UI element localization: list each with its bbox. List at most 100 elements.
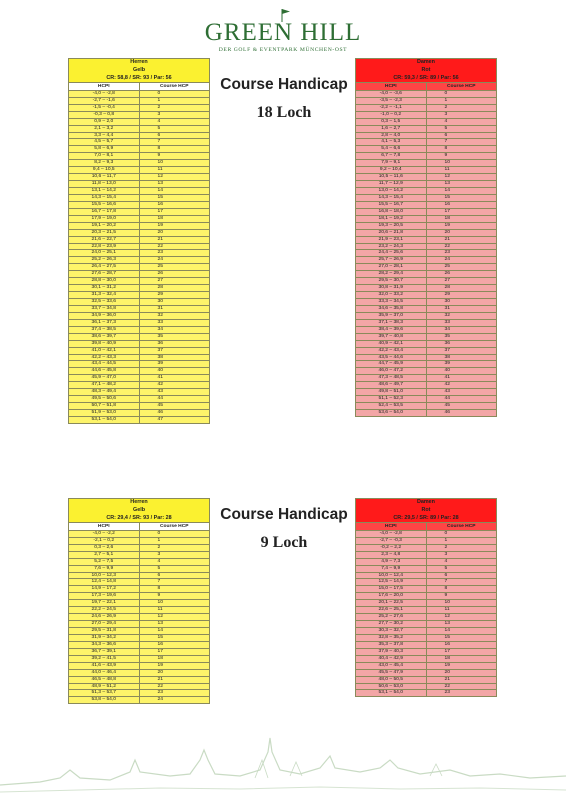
hcpi-range-cell: 26,4 – 27,5 [68, 263, 140, 272]
course-hcp-cell: 22 [138, 242, 210, 251]
table-herren-9: Herren Gelb CR: 29,4 / SR: 93 / Par: 28 HCP… [68, 497, 210, 705]
table-row: 17,3 – 19,6 9 [68, 592, 210, 601]
table-header-line2: Gelb [133, 66, 145, 73]
hcpi-range-cell: 8,2 – 9,3 [68, 159, 140, 168]
hcpi-range-cell: 42,2 – 43,3 [68, 353, 140, 362]
table-row: 45,9 – 47,0 41 [68, 374, 210, 383]
hcpi-range-cell: 14,3 – 15,4 [355, 193, 427, 202]
course-hcp-cell: 11 [138, 166, 210, 175]
table-row: 19,7 – 22,1 10 [68, 599, 210, 608]
course-hcp-cell: 6 [425, 571, 497, 580]
hcpi-range-cell: 30,3 – 32,7 [355, 627, 427, 635]
hcpi-range-cell: 27,6 – 28,7 [68, 270, 140, 279]
table-row: 25,2 – 26,3 24 [68, 256, 210, 265]
course-hcp-cell: 24 [138, 696, 210, 705]
hcpi-range-cell: 0,3 – 1,5 [355, 117, 427, 126]
table-row: 22,8 – 23,9 22 [68, 242, 210, 251]
table-row: 37,9 – 40,3 17 [355, 647, 497, 656]
column-header-hcpi: HCPI [355, 522, 427, 531]
course-hcp-cell: 17 [425, 647, 497, 656]
hcpi-range-cell: 33,7 – 34,8 [68, 304, 140, 313]
hcpi-range-cell: 32,8 – 35,2 [355, 633, 427, 642]
table-row: 46,0 – 47,2 40 [355, 367, 497, 376]
course-hcp-cell: 6 [425, 131, 497, 140]
table-header-line1: Herren [130, 499, 148, 505]
table-row: 24,4 – 25,6 23 [355, 249, 497, 258]
table-row: 13,0 – 14,2 14 [355, 187, 497, 195]
table-row: 7,6 – 9,9 5 [68, 564, 210, 573]
section-18-title: Course Handicap [220, 76, 348, 93]
table-row: 14,3 – 15,4 15 [355, 193, 497, 202]
hcpi-range-cell: 16,8 – 18,0 [355, 207, 427, 216]
hcpi-range-cell: 31,3 – 32,4 [68, 291, 140, 300]
table-row: 47,1 – 48,2 42 [68, 381, 210, 390]
table-row: 43,5 – 44,6 38 [355, 353, 497, 362]
hcpi-range-cell: 7,4 – 9,9 [355, 564, 427, 573]
hcpi-range-cell: 13,1 – 14,2 [68, 187, 140, 195]
table-row: 16,7 – 17,8 17 [68, 207, 210, 216]
course-hcp-cell: 14 [425, 187, 497, 195]
course-hcp-cell: 5 [138, 124, 210, 133]
hcpi-range-cell: -2,7 – -0,3 [355, 536, 427, 545]
course-hcp-cell: 15 [138, 633, 210, 642]
table-header-line3: CR: 29,4 / SR: 93 / Par: 28 [106, 514, 172, 521]
table-row: 48,6 – 49,7 42 [355, 381, 497, 390]
table-row: 25,7 – 26,9 24 [355, 256, 497, 265]
table-row: 43,0 – 45,4 19 [355, 661, 497, 670]
hcpi-range-cell: 53,6 – 54,0 [355, 409, 427, 417]
course-hcp-cell: 11 [425, 166, 497, 175]
course-hcp-cell: 29 [138, 291, 210, 300]
course-hcp-cell: 0 [425, 89, 497, 98]
course-hcp-cell: 19 [425, 221, 497, 230]
course-hcp-cell: 23 [425, 689, 497, 698]
table-row: 37,1 – 38,3 33 [355, 318, 497, 327]
table-row: 0,3 – 1,5 4 [355, 117, 497, 126]
hcpi-range-cell: 24,0 – 25,1 [68, 249, 140, 258]
course-hcp-cell: 10 [425, 159, 497, 168]
course-hcp-cell: 10 [138, 159, 210, 168]
hcpi-range-cell: 0,9 – 2,0 [68, 117, 140, 126]
course-hcp-cell: 6 [138, 571, 210, 580]
hcpi-range-cell: 48,0 – 50,5 [355, 675, 427, 684]
table-row: 30,1 – 31,2 28 [68, 284, 210, 293]
hcpi-range-cell: 35,3 – 37,8 [355, 640, 427, 649]
table-row: 42,2 – 43,4 37 [355, 346, 497, 355]
table-row: 5,2 – 7,5 4 [68, 557, 210, 566]
hcpi-range-cell: 43,0 – 45,4 [355, 661, 427, 670]
course-hcp-cell: 0 [138, 529, 210, 538]
course-hcp-cell: 10 [138, 599, 210, 608]
hcpi-range-cell: 9,4 – 10,5 [68, 166, 140, 175]
table-header: Herren Gelb CR: 58,8 / SR: 93 / Par: 56 [68, 57, 210, 84]
table-row: 0,3 – 2,6 2 [68, 543, 210, 552]
course-hcp-cell: 11 [138, 606, 210, 615]
course-hcp-cell: 3 [138, 110, 210, 119]
course-hcp-cell: 28 [138, 284, 210, 293]
table-row: 42,2 – 43,3 38 [68, 353, 210, 362]
hcpi-range-cell: 24,4 – 25,6 [355, 249, 427, 258]
table-row: 44,6 – 45,8 40 [68, 367, 210, 376]
table-row: 34,6 – 35,8 31 [355, 304, 497, 313]
table-row: 5,4 – 6,6 8 [355, 145, 497, 154]
hcpi-range-cell: 44,0 – 46,4 [68, 668, 140, 677]
table-damen-18: Damen Rot CR: 59,3 / SR: 89 / Par: 56 HCPI C… [355, 57, 497, 417]
course-hcp-cell: 47 [138, 415, 210, 424]
course-hcp-cell: 21 [425, 235, 497, 244]
table-row: 4,5 – 5,7 7 [68, 138, 210, 147]
table-row: 51,1 – 52,3 44 [355, 395, 497, 404]
course-hcp-cell: 29 [425, 291, 497, 300]
course-hcp-cell: 40 [425, 367, 497, 376]
hcpi-range-cell: -4,0 – -2,2 [68, 529, 140, 538]
course-hcp-cell: 23 [425, 249, 497, 258]
section-9-heading: Course Handicap 9 Loch [213, 506, 355, 552]
course-hcp-cell: 17 [138, 207, 210, 216]
hcpi-range-cell: -0,3 – 0,8 [68, 110, 140, 119]
table-row: 28,8 – 30,0 27 [68, 277, 210, 286]
table-row: 36,1 – 37,3 33 [68, 318, 210, 327]
course-hcp-cell: 9 [138, 592, 210, 601]
hcpi-range-cell: -4,0 – -2,8 [355, 529, 427, 538]
course-hcp-cell: 19 [425, 661, 497, 670]
logo-subtitle: DER GOLF & EVENTPARK MÜNCHEN-OST [218, 47, 348, 53]
course-hcp-cell: 38 [138, 353, 210, 362]
hcpi-range-cell: 48,9 – 51,2 [68, 682, 140, 691]
course-hcp-cell: 45 [138, 402, 210, 411]
